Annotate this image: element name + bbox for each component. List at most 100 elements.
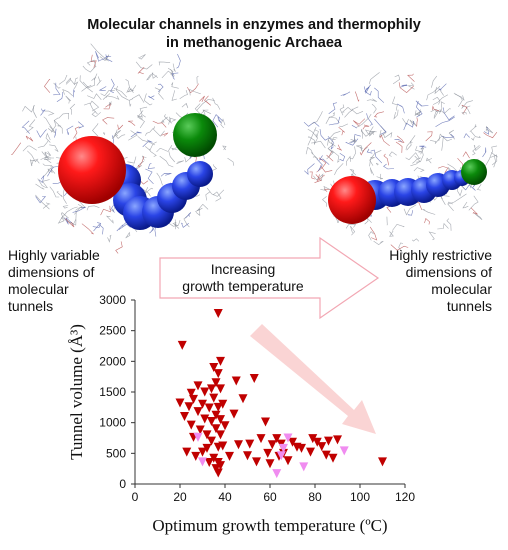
data-point — [297, 443, 306, 453]
structure-strand — [485, 125, 494, 134]
structure-strand — [65, 95, 72, 104]
structure-strand — [109, 101, 112, 107]
structure-strand — [368, 231, 374, 241]
structure-strand — [491, 145, 498, 153]
structure-strand — [96, 76, 102, 86]
structure-strand — [419, 145, 427, 149]
structure-strand — [148, 148, 157, 157]
structure-strand — [160, 116, 168, 123]
structure-strand — [314, 129, 319, 139]
structure-strand — [493, 155, 496, 168]
x-tick-label: 80 — [308, 490, 322, 504]
structure-strand — [319, 128, 330, 141]
structure-strand — [70, 77, 78, 86]
structure-strand — [115, 85, 129, 101]
structure-strand — [398, 242, 404, 254]
data-point — [200, 387, 210, 397]
structure-strand — [53, 119, 63, 134]
structure-strand — [405, 152, 420, 161]
structure-strand — [369, 157, 376, 167]
arrow-label-line: Increasing — [210, 261, 276, 277]
structure-strand — [227, 157, 235, 166]
structure-strand — [58, 74, 68, 85]
structure-strand — [41, 151, 50, 158]
structure-strand — [35, 183, 45, 190]
data-point — [193, 432, 203, 442]
data-point — [317, 442, 327, 452]
structure-strand — [476, 184, 482, 191]
structure-strand — [309, 171, 316, 180]
structure-strand — [398, 82, 414, 93]
data-point — [324, 436, 333, 446]
structure-strand — [38, 175, 45, 184]
structure-strand — [171, 145, 180, 151]
structure-strand — [349, 146, 357, 160]
structure-strand — [171, 90, 177, 101]
structure-strand — [412, 157, 421, 164]
structure-strand — [125, 231, 131, 239]
data-point — [267, 440, 277, 450]
structure-strand — [49, 186, 60, 198]
data-point — [272, 469, 282, 479]
data-point — [272, 434, 282, 444]
y-tick-label: 1000 — [99, 416, 126, 430]
data-point — [321, 450, 331, 460]
data-point — [191, 451, 201, 461]
structure-strand — [53, 82, 61, 89]
left-description: Highly variable dimensions of molecular … — [8, 247, 100, 315]
structure-strand — [336, 144, 342, 151]
x-tick-label: 0 — [132, 490, 139, 504]
data-point — [245, 439, 255, 449]
structure-strand — [145, 141, 157, 151]
structure-strand — [69, 103, 76, 115]
structure-strand — [137, 114, 144, 120]
structure-strand — [176, 53, 181, 69]
structure-strand — [65, 218, 75, 228]
data-point — [220, 421, 230, 431]
structure-strand — [326, 148, 334, 160]
structure-strand — [137, 156, 145, 168]
structure-strand — [110, 78, 115, 93]
structure-strand — [99, 55, 112, 61]
structure-strand — [91, 110, 101, 118]
structure-strand — [328, 116, 341, 126]
structure-strand — [473, 144, 481, 152]
figure-title: Molecular channels in enzymes and thermo… — [0, 16, 508, 52]
data-point — [195, 425, 205, 435]
structure-strand — [172, 63, 176, 72]
structure-strand — [158, 61, 171, 66]
data-point — [198, 399, 207, 409]
structure-strand — [360, 130, 374, 137]
structure-strand — [462, 151, 470, 159]
structure-strand — [81, 85, 92, 92]
structure-strand — [407, 210, 414, 216]
data-point — [265, 459, 275, 469]
x-ticks: 0 20 40 60 80 100 120 — [132, 484, 415, 504]
structure-strand — [171, 72, 179, 80]
structure-strand — [83, 102, 98, 115]
structure-strand — [361, 128, 363, 139]
structure-strand — [42, 202, 51, 209]
structure-strand — [103, 102, 112, 110]
data-point — [276, 451, 286, 461]
data-point — [216, 461, 225, 471]
structure-strand — [437, 222, 449, 230]
structure-strand — [47, 126, 56, 133]
structure-strand — [311, 140, 326, 149]
structure-strand — [307, 128, 318, 145]
structure-strand — [304, 163, 315, 175]
structure-strand — [371, 103, 377, 114]
structure-strand — [62, 205, 69, 209]
structure-strand — [359, 142, 372, 156]
data-point — [216, 415, 225, 425]
data-point — [213, 308, 223, 318]
structure-strand — [49, 144, 59, 152]
data-point — [180, 412, 189, 422]
data-point — [213, 468, 223, 478]
structure-strand — [33, 105, 37, 118]
structure-strand — [490, 154, 498, 166]
structure-strand — [160, 132, 169, 137]
structure-strand — [147, 162, 155, 170]
structure-strand — [362, 124, 370, 130]
green-sphere — [173, 113, 217, 157]
